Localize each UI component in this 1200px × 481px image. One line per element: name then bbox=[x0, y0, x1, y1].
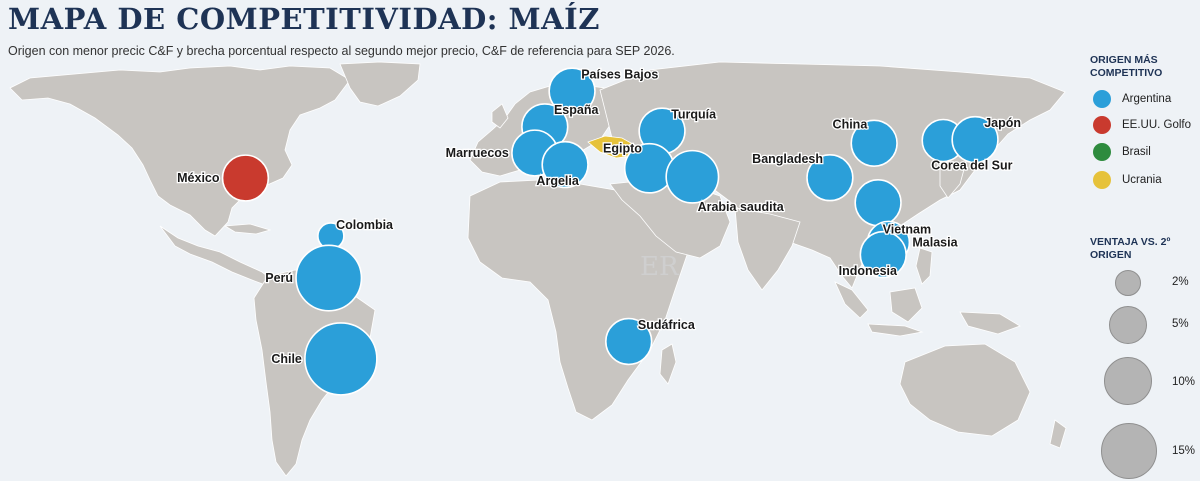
marker-sudáfrica[interactable] bbox=[605, 317, 653, 366]
legend-label: Brasil bbox=[1122, 146, 1151, 158]
legend-origin-heading: ORIGEN MÁS COMPETITIVO bbox=[1090, 54, 1163, 79]
marker-vietnam[interactable] bbox=[854, 179, 902, 227]
market-labels: Países Bajos España Turquía Marruecos Argeli… bbox=[176, 66, 1022, 367]
label-corea-del-sur: Corea del Sur bbox=[931, 159, 1012, 173]
size-circle-15 bbox=[1101, 423, 1157, 479]
marker-indonesia[interactable] bbox=[859, 230, 907, 279]
india-landmass bbox=[734, 207, 801, 291]
legend-label: Argentina bbox=[1122, 93, 1172, 105]
legend-dot-ucrania bbox=[1093, 171, 1111, 189]
label-méxico: México bbox=[177, 171, 220, 185]
label-sudáfrica: Sudáfrica bbox=[638, 318, 696, 332]
label-japón: Japón bbox=[984, 116, 1021, 130]
label-china: China bbox=[833, 117, 869, 131]
size-circle-10 bbox=[1104, 357, 1152, 405]
legend-dot-brasil bbox=[1093, 143, 1111, 161]
size-circle-5 bbox=[1109, 306, 1147, 344]
legend-item-argentina: Argentina bbox=[1093, 89, 1171, 109]
page-title: MAPA DE COMPETITIVIDAD: MAÍZ bbox=[8, 2, 600, 36]
marker-arabia-saudita[interactable] bbox=[665, 149, 720, 204]
label-egipto: Egipto bbox=[603, 141, 642, 155]
label-bangladesh: Bangladesh bbox=[752, 152, 823, 166]
marker-méxico[interactable] bbox=[221, 154, 270, 202]
label-indonesia: Indonesia bbox=[839, 264, 898, 278]
central-america-landmass bbox=[159, 225, 276, 287]
uk-landmass bbox=[491, 103, 509, 129]
label-países-bajos: Países Bajos bbox=[581, 68, 658, 82]
legend-size-heading: VENTAJA VS. 2º ORIGEN bbox=[1090, 236, 1171, 261]
size-label-15: 15% bbox=[1172, 445, 1196, 457]
legend-label: Ucrania bbox=[1122, 174, 1162, 186]
label-turquía: Turquía bbox=[671, 107, 717, 121]
marker-países-bajos[interactable] bbox=[548, 67, 596, 115]
size-label-5: 5% bbox=[1172, 318, 1189, 330]
madagascar-landmass bbox=[659, 343, 677, 385]
australia-landmass bbox=[899, 343, 1031, 437]
size-label-2: 2% bbox=[1172, 276, 1189, 288]
new-zealand-landmass bbox=[1049, 419, 1067, 449]
marker-argelia[interactable] bbox=[541, 140, 589, 189]
label-argelia: Argelia bbox=[536, 174, 579, 188]
legend-item-eeuu-golfo: EE.UU. Golfo bbox=[1093, 115, 1191, 135]
label-chile: Chile bbox=[271, 352, 302, 366]
legend-item-ucrania: Ucrania bbox=[1093, 170, 1162, 190]
north-america-landmass bbox=[9, 65, 351, 237]
greenland-landmass bbox=[339, 61, 421, 107]
marker-japón[interactable] bbox=[951, 115, 999, 164]
marker-perú[interactable] bbox=[295, 244, 363, 312]
legend-item-brasil: Brasil bbox=[1093, 142, 1151, 162]
cuba-landmass bbox=[223, 223, 272, 235]
size-circle-2 bbox=[1115, 270, 1141, 296]
sumatra-landmass bbox=[834, 281, 869, 319]
label-arabia-saudita: Arabia saudita bbox=[698, 200, 785, 214]
label-malasia: Malasia bbox=[912, 235, 958, 249]
label-españa: España bbox=[554, 103, 600, 117]
label-vietnam: Vietnam bbox=[883, 223, 931, 237]
philippines-landmass bbox=[915, 247, 933, 285]
legend-dot-argentina bbox=[1093, 90, 1111, 108]
marker-bangladesh[interactable] bbox=[806, 154, 854, 202]
page-subtitle: Origen con menor precic C&F y brecha por… bbox=[8, 44, 675, 58]
marker-china[interactable] bbox=[850, 119, 898, 167]
market-markers bbox=[221, 67, 999, 396]
legend-label: EE.UU. Golfo bbox=[1122, 119, 1192, 131]
borneo-landmass bbox=[889, 287, 923, 323]
marker-chile[interactable] bbox=[304, 322, 378, 396]
legend-dot-eeuu-golfo bbox=[1093, 116, 1111, 134]
java-landmass bbox=[867, 323, 924, 337]
new-guinea-landmass bbox=[959, 311, 1021, 335]
watermark: ER bbox=[640, 252, 679, 282]
size-label-10: 10% bbox=[1172, 376, 1196, 388]
label-marruecos: Marruecos bbox=[446, 146, 509, 160]
label-perú: Perú bbox=[265, 271, 293, 285]
label-colombia: Colombia bbox=[336, 218, 394, 232]
